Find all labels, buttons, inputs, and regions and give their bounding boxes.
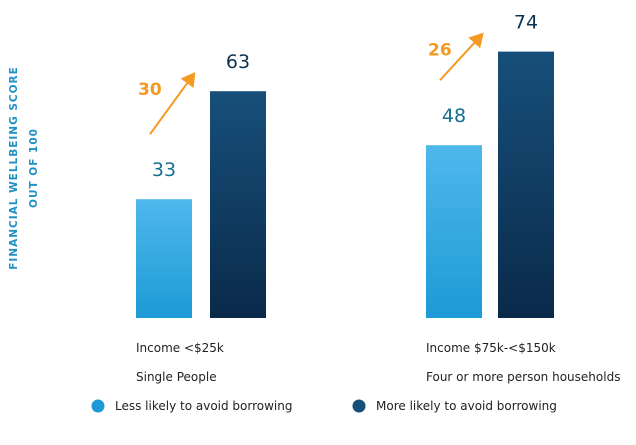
y-axis-label-line2: OUT OF 100 bbox=[28, 128, 40, 208]
legend: Less likely to avoid borrowing More like… bbox=[91, 399, 557, 413]
value-label-less-likely-0: 33 bbox=[152, 159, 176, 181]
value-labels-layer: 33 63 48 74 bbox=[152, 12, 538, 182]
difference-label-1: 26 bbox=[428, 41, 452, 61]
value-label-more-likely-0: 63 bbox=[226, 51, 250, 73]
legend-label-less-likely: Less likely to avoid borrowing bbox=[115, 399, 293, 413]
legend-label-more-likely: More likely to avoid borrowing bbox=[376, 399, 557, 413]
value-label-more-likely-1: 74 bbox=[514, 12, 538, 34]
bar-less-likely-0 bbox=[136, 199, 192, 318]
bar-more-likely-1 bbox=[498, 51, 554, 318]
value-label-less-likely-1: 48 bbox=[442, 105, 466, 127]
bars-layer bbox=[136, 51, 554, 318]
category-label-line1-0: Income <$25k bbox=[136, 341, 224, 355]
legend-swatch-more-likely bbox=[352, 399, 366, 413]
category-label-line1-1: Income $75k-<$150k bbox=[426, 341, 556, 355]
difference-arrow-0 bbox=[149, 71, 196, 135]
legend-swatch-less-likely bbox=[91, 399, 105, 413]
category-label-line2-1: Four or more person households bbox=[426, 370, 620, 384]
bar-more-likely-0 bbox=[210, 91, 266, 318]
category-label-line2-0: Single People bbox=[136, 370, 217, 384]
bar-less-likely-1 bbox=[426, 145, 482, 318]
difference-label-0: 30 bbox=[138, 80, 162, 100]
category-labels-layer: Income <$25k Single People Income $75k-<$1… bbox=[136, 341, 620, 384]
difference-arrows-layer: 30 26 bbox=[138, 32, 484, 135]
y-axis-label-line1: FINANCIAL WELLBEING SCORE bbox=[8, 66, 20, 270]
difference-arrow-1 bbox=[439, 32, 484, 81]
y-axis-label: FINANCIAL WELLBEING SCORE OUT OF 100 bbox=[8, 66, 40, 270]
